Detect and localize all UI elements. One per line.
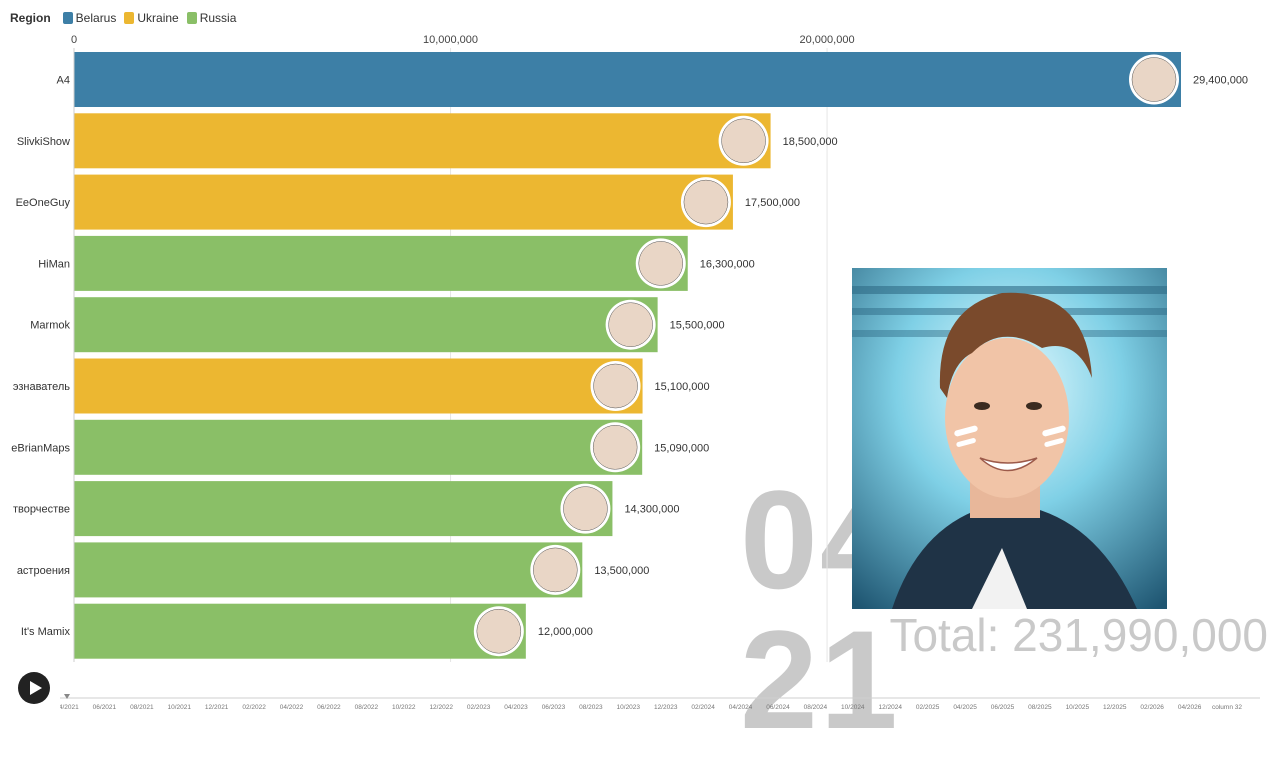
avatar-face-icon	[533, 547, 578, 593]
timeline-label[interactable]: 06/2021	[93, 704, 117, 711]
timeline-label[interactable]: 10/2024	[841, 704, 865, 711]
bar-value-label: 16,300,000	[700, 258, 755, 270]
timeline-label[interactable]: 10/2023	[617, 704, 641, 711]
timeline-label[interactable]: 04/2024	[729, 704, 753, 711]
bar[interactable]	[74, 52, 1181, 107]
bar-value-label: 12,000,000	[538, 626, 593, 638]
bar[interactable]	[74, 174, 733, 230]
timeline-label[interactable]: 04/2023	[504, 704, 528, 711]
timeline-label[interactable]: 12/2024	[878, 704, 902, 711]
bar-category-label: A4	[57, 75, 70, 87]
bar[interactable]	[74, 542, 583, 598]
play-button[interactable]	[18, 672, 50, 704]
bar[interactable]	[74, 481, 613, 537]
play-icon	[30, 681, 42, 695]
legend-swatch-russia	[186, 12, 197, 24]
bar[interactable]	[74, 358, 643, 414]
timeline-label[interactable]: 02/2022	[242, 704, 266, 711]
timeline-label[interactable]: 02/2024	[691, 704, 715, 711]
legend-swatch-ukraine	[124, 12, 135, 24]
bar-category-label: It's Mamix	[21, 626, 71, 638]
bar-category-label: эзнаватель	[13, 381, 70, 393]
timeline-label[interactable]: 04/2026	[1178, 704, 1202, 711]
x-tick-label: 20,000,000	[800, 34, 855, 46]
timeline-label[interactable]: 04/2022	[280, 704, 304, 711]
avatar-face-icon	[638, 241, 683, 286]
bar-category-label: eBrianMaps	[11, 442, 70, 454]
featured-channel-photo	[852, 268, 1167, 609]
bar-value-label: 14,300,000	[624, 504, 679, 516]
bar-chart: 0 10,000,000 20,000,000 A4 29,400,000 SlivkiS…	[11, 34, 1248, 662]
avatar-face-icon	[592, 425, 638, 470]
legend-label-belarus: Belarus	[75, 11, 117, 25]
timeline-label[interactable]: 08/2022	[355, 704, 379, 711]
bar-category-label: HiMan	[38, 258, 70, 270]
bar-category-label: EeOneGuy	[16, 197, 71, 209]
timeline-label[interactable]: 04/2025	[953, 704, 977, 711]
bar-category-label: SlivkiShow	[17, 136, 70, 148]
legend-label-russia: Russia	[199, 11, 237, 25]
bar-value-label: 15,100,000	[655, 381, 710, 393]
timeline-label[interactable]: 04/2021	[60, 704, 79, 711]
legend-title: Region	[10, 11, 51, 25]
timeline-label[interactable]: 12/2025	[1103, 704, 1127, 711]
timeline[interactable]: 04/2021 06/2021 08/2021 10/2021 12/2021 02/20…	[60, 690, 1260, 720]
bar-value-label: 18,500,000	[783, 136, 838, 148]
bar-category-label: творчестве	[13, 504, 70, 516]
bar-value-label: 13,500,000	[594, 565, 649, 577]
timeline-label[interactable]: 10/2025	[1066, 704, 1090, 711]
timeline-label[interactable]: 06/2025	[991, 704, 1015, 711]
timeline-handle-icon[interactable]	[64, 694, 70, 699]
bar[interactable]	[74, 297, 658, 353]
legend-label-ukraine: Ukraine	[137, 11, 179, 25]
legend-item-russia[interactable]: Russia	[186, 11, 237, 25]
bar-category-label: астроения	[17, 565, 70, 577]
timeline-label[interactable]: column 32	[1212, 704, 1242, 711]
timeline-label[interactable]: 10/2021	[168, 704, 192, 711]
timeline-label[interactable]: 08/2021	[130, 704, 154, 711]
bar[interactable]	[74, 419, 643, 475]
timeline-label[interactable]: 02/2023	[467, 704, 491, 711]
timeline-label[interactable]: 10/2022	[392, 704, 416, 711]
timeline-label[interactable]: 06/2022	[317, 704, 341, 711]
bar[interactable]	[74, 603, 526, 659]
timeline-label[interactable]: 02/2025	[916, 704, 940, 711]
total-label: Total: 231,990,000	[889, 609, 1268, 661]
avatar-face-icon	[563, 486, 608, 531]
timeline-label[interactable]: 08/2024	[804, 704, 828, 711]
bar[interactable]	[74, 113, 771, 169]
timeline-label[interactable]: 12/2023	[654, 704, 678, 711]
bar[interactable]	[74, 235, 688, 291]
avatar-face-icon	[593, 363, 638, 409]
avatar-face-icon	[721, 118, 766, 164]
x-tick-label: 10,000,000	[423, 34, 478, 46]
bar-category-label: Marmok	[30, 320, 70, 332]
x-tick-label: 0	[71, 34, 77, 46]
timeline-label[interactable]: 12/2021	[205, 704, 229, 711]
avatar-face-icon	[683, 179, 729, 225]
timeline-label[interactable]: 06/2023	[542, 704, 566, 711]
bar-value-label: 15,500,000	[670, 320, 725, 332]
timeline-label[interactable]: 06/2024	[766, 704, 790, 711]
bar-value-label: 15,090,000	[654, 442, 709, 454]
avatar-face-icon	[476, 608, 522, 654]
avatar-face-icon	[1131, 57, 1177, 102]
avatar-face-icon	[608, 302, 653, 347]
legend-item-ukraine[interactable]: Ukraine	[124, 11, 179, 25]
legend: Region Belarus Ukraine Russia	[10, 10, 244, 26]
legend-item-belarus[interactable]: Belarus	[62, 11, 117, 25]
timeline-label[interactable]: 12/2022	[429, 704, 453, 711]
timeline-label[interactable]: 02/2026	[1140, 704, 1164, 711]
bar-value-label: 29,400,000	[1193, 75, 1248, 87]
timeline-label[interactable]: 08/2025	[1028, 704, 1052, 711]
legend-swatch-belarus	[62, 12, 73, 24]
bar-value-label: 17,500,000	[745, 197, 800, 209]
timeline-label[interactable]: 08/2023	[579, 704, 603, 711]
